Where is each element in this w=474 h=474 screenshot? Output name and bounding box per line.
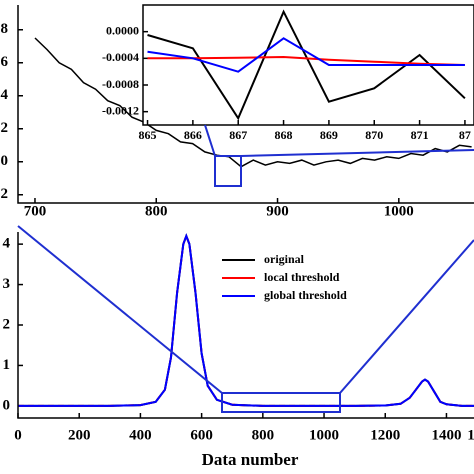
- series-line: [147, 55, 465, 66]
- series-line: [34, 37, 472, 168]
- zoom-line: [240, 149, 474, 157]
- x-axis-label: Data number: [202, 450, 299, 469]
- series-line: [18, 233, 474, 407]
- x-tick-label: 866: [184, 128, 202, 142]
- x-tick-label: 87: [459, 128, 471, 142]
- y-tick-label: 1: [3, 357, 11, 373]
- x-tick-label: 870: [365, 128, 383, 142]
- x-tick-label: 200: [68, 427, 91, 443]
- zoom-line: [17, 225, 223, 394]
- y-tick-label: 2: [1, 120, 9, 136]
- legend-label: original: [264, 252, 305, 266]
- series-line: [147, 37, 465, 73]
- zoom-box: [214, 155, 242, 187]
- x-tick-label: 1000: [309, 427, 339, 443]
- y-tick-label: 0.0000: [106, 23, 139, 37]
- x-tick-label: 800: [252, 427, 275, 443]
- y-tick-label: 0: [3, 397, 11, 413]
- legend-label: local threshold: [264, 270, 340, 284]
- y-tick-label: -0.0008: [102, 77, 139, 91]
- y-tick-label: 4: [1, 87, 9, 103]
- x-tick-label: 400: [129, 427, 152, 443]
- y-tick-label: 2: [1, 186, 9, 202]
- x-tick-label: 871: [411, 128, 429, 142]
- series-line: [18, 233, 474, 407]
- zoom-box: [221, 392, 341, 413]
- legend-label: global threshold: [264, 288, 347, 302]
- x-tick-label: 865: [139, 128, 157, 142]
- x-tick-label: 900: [266, 203, 289, 219]
- y-tick-label: 2: [3, 316, 11, 332]
- zoom-line: [204, 124, 216, 157]
- x-tick-label: 1000: [384, 203, 414, 219]
- x-tick-label: 1400: [431, 427, 461, 443]
- y-tick-label: 3: [3, 276, 11, 292]
- x-tick-label: 800: [145, 203, 168, 219]
- x-tick-label: 0: [14, 427, 22, 443]
- y-tick-label: 4: [3, 236, 11, 252]
- series-line: [18, 233, 474, 407]
- x-tick-label: 700: [24, 203, 47, 219]
- y-tick-label: -0.0012: [102, 103, 139, 117]
- y-tick-label: 0: [1, 153, 9, 169]
- x-tick-label: 1: [467, 427, 474, 443]
- x-tick-label: 868: [275, 128, 293, 142]
- zoom-line: [339, 239, 474, 394]
- x-tick-label: 867: [229, 128, 247, 142]
- panel: 865 866 867 868 869 870 871 87 0.0000 -0.0004 -0.0…: [102, 4, 474, 142]
- x-tick-label: 869: [320, 128, 338, 142]
- x-tick-label: 600: [190, 427, 213, 443]
- y-tick-label: 8: [1, 21, 9, 37]
- axes-frame: [17, 5, 474, 204]
- zoom-guides: [17, 124, 474, 413]
- axes-frame: [17, 232, 474, 419]
- x-tick-label: 1200: [370, 427, 400, 443]
- panel: 0 200 400 600 800 1000 1200 1400 1 4 3 2 1 0 original l…: [3, 232, 474, 443]
- y-tick-label: -0.0004: [102, 50, 139, 64]
- y-tick-label: 6: [1, 54, 9, 70]
- panel: 700 800 900 1000 8 6 4 2 0 2: [1, 5, 474, 219]
